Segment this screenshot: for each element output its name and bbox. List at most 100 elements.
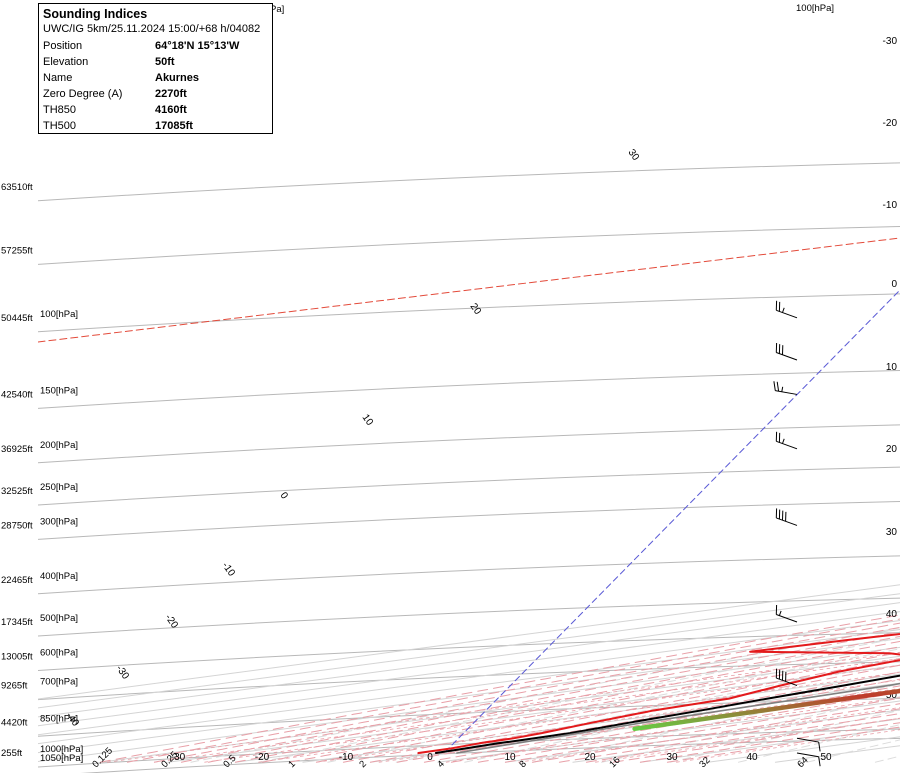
adiabat-label: 20	[468, 301, 484, 317]
info-value: 2270ft	[155, 88, 187, 100]
mixing-ratio-line	[595, 717, 900, 763]
isotherm	[38, 584, 900, 700]
sounding-indices-panel: Sounding Indices UWC/IG 5km/25.11.2024 1…	[38, 3, 273, 134]
wind-barb-flag	[818, 741, 821, 752]
wind-barb-half	[781, 386, 784, 392]
dry-adiabat	[464, 671, 900, 763]
altitude-label: 17345ft	[1, 617, 33, 628]
isotherm-bottom-label: 40	[746, 752, 758, 763]
info-value: 50ft	[155, 56, 175, 68]
wind-barb-staff	[796, 737, 819, 743]
altitude-label: 57255ft	[1, 245, 33, 256]
wind-barb	[775, 604, 798, 623]
mixing-ratio-label: 0.125	[90, 746, 115, 771]
sounding-series	[417, 632, 900, 754]
isotherm	[369, 691, 900, 763]
adiabat-label: -30	[114, 663, 132, 682]
moist-adiabat	[288, 646, 900, 763]
wind-barb	[775, 342, 798, 361]
moist-adiabat	[612, 717, 900, 763]
mixing-ratio-label: 64	[795, 755, 810, 770]
height-line	[38, 597, 900, 637]
right-axis-label: 50	[886, 690, 898, 701]
isotherm	[38, 637, 900, 754]
mixing-ratio-label: 2	[357, 759, 369, 771]
panel-subtitle: UWC/IG 5km/25.11.2024 15:00/+68 h/04082	[43, 23, 261, 35]
moist-adiabat	[261, 640, 900, 763]
moist-adiabat	[153, 622, 900, 763]
pressure-label: 300[hPa]	[40, 516, 78, 527]
parcel-curve	[456, 682, 900, 754]
mixing-ratio-line	[107, 651, 900, 763]
moist-adiabat	[585, 713, 900, 763]
info-value: 64°18'N 15°13'W	[155, 40, 240, 52]
isotherm-bottom-label: 20	[584, 752, 596, 763]
altitude-label: 22465ft	[1, 575, 33, 586]
height-line	[38, 424, 900, 464]
isotherm	[38, 628, 900, 745]
mixing-ratio-line	[445, 697, 900, 763]
altitude-label: 42540ft	[1, 389, 33, 400]
isotherm	[572, 718, 900, 763]
dry-adiabat	[327, 648, 900, 763]
moist-adiabat	[99, 614, 900, 763]
wind-barb-flag	[776, 381, 780, 392]
info-row-th500: TH500 17085ft	[43, 118, 268, 134]
isotherm	[38, 611, 900, 727]
altitude-label: 13005ft	[1, 651, 33, 662]
isotherm	[38, 646, 900, 763]
wind-barb-staff	[776, 614, 798, 623]
mixing-ratio-line	[204, 664, 900, 763]
isotherm-bottom-label: 10	[504, 752, 516, 763]
wind-barb-staff	[776, 309, 798, 319]
info-key: TH850	[43, 104, 77, 116]
pressure-label: 250[hPa]	[40, 482, 78, 493]
wind-barb-half	[778, 610, 782, 616]
wind-barb-staff	[776, 517, 798, 526]
wind-barb-staff	[796, 752, 819, 758]
isotherm-bottom-label: -20	[255, 752, 270, 763]
wind-barb-flag	[818, 756, 821, 767]
info-row-name: Name Akurnes	[43, 70, 268, 86]
moist-adiabat	[234, 635, 900, 763]
pressure-label: 500[hPa]	[40, 613, 78, 624]
isotherm	[38, 593, 900, 709]
right-axis-label: 20	[886, 444, 898, 455]
wind-barb-staff	[775, 390, 798, 395]
right-axis-label: -10	[883, 200, 898, 211]
isotherm	[234, 673, 900, 763]
wind-barb	[775, 508, 798, 526]
lifted-layer-segment	[632, 688, 900, 732]
isotherm-bottom-label: 30	[666, 752, 678, 763]
wind-barb-staff	[776, 352, 798, 361]
dry-adiabat	[738, 724, 900, 763]
height-line	[38, 466, 900, 506]
info-row-zero-degree: Zero Degree (A) 2270ft	[43, 86, 268, 102]
height-line	[38, 661, 900, 701]
adiabat-label: 0	[278, 490, 290, 501]
altitude-label: 255ft	[1, 748, 22, 759]
isotherm-bottom-label: -10	[339, 752, 354, 763]
moist-adiabat	[180, 626, 900, 763]
mixing-ratio-label: 8	[517, 759, 529, 771]
height-line	[38, 162, 900, 202]
info-row-position: Position 64°18'N 15°13'W	[43, 38, 268, 54]
right-axis-label: 0	[891, 279, 897, 290]
pressure-label: 1000[hPa]	[40, 744, 83, 755]
info-value: 4160ft	[155, 104, 187, 116]
height-line	[38, 555, 900, 595]
moist-adiabat	[504, 697, 900, 763]
pressure-label: 400[hPa]	[40, 571, 78, 582]
height-line	[38, 501, 900, 540]
isotherm-bottom-label: 50	[820, 752, 832, 763]
dry-adiabat	[190, 627, 900, 763]
pressure-label: 600[hPa]	[40, 647, 78, 658]
panel-title: Sounding Indices	[43, 7, 148, 21]
isotherm	[99, 655, 900, 763]
altitude-label: 36925ft	[1, 444, 33, 455]
moist-adiabat	[666, 726, 900, 763]
dewpoint-curve	[417, 632, 900, 754]
tropopause-line	[38, 237, 900, 343]
adiabat-label: 30	[626, 147, 642, 163]
